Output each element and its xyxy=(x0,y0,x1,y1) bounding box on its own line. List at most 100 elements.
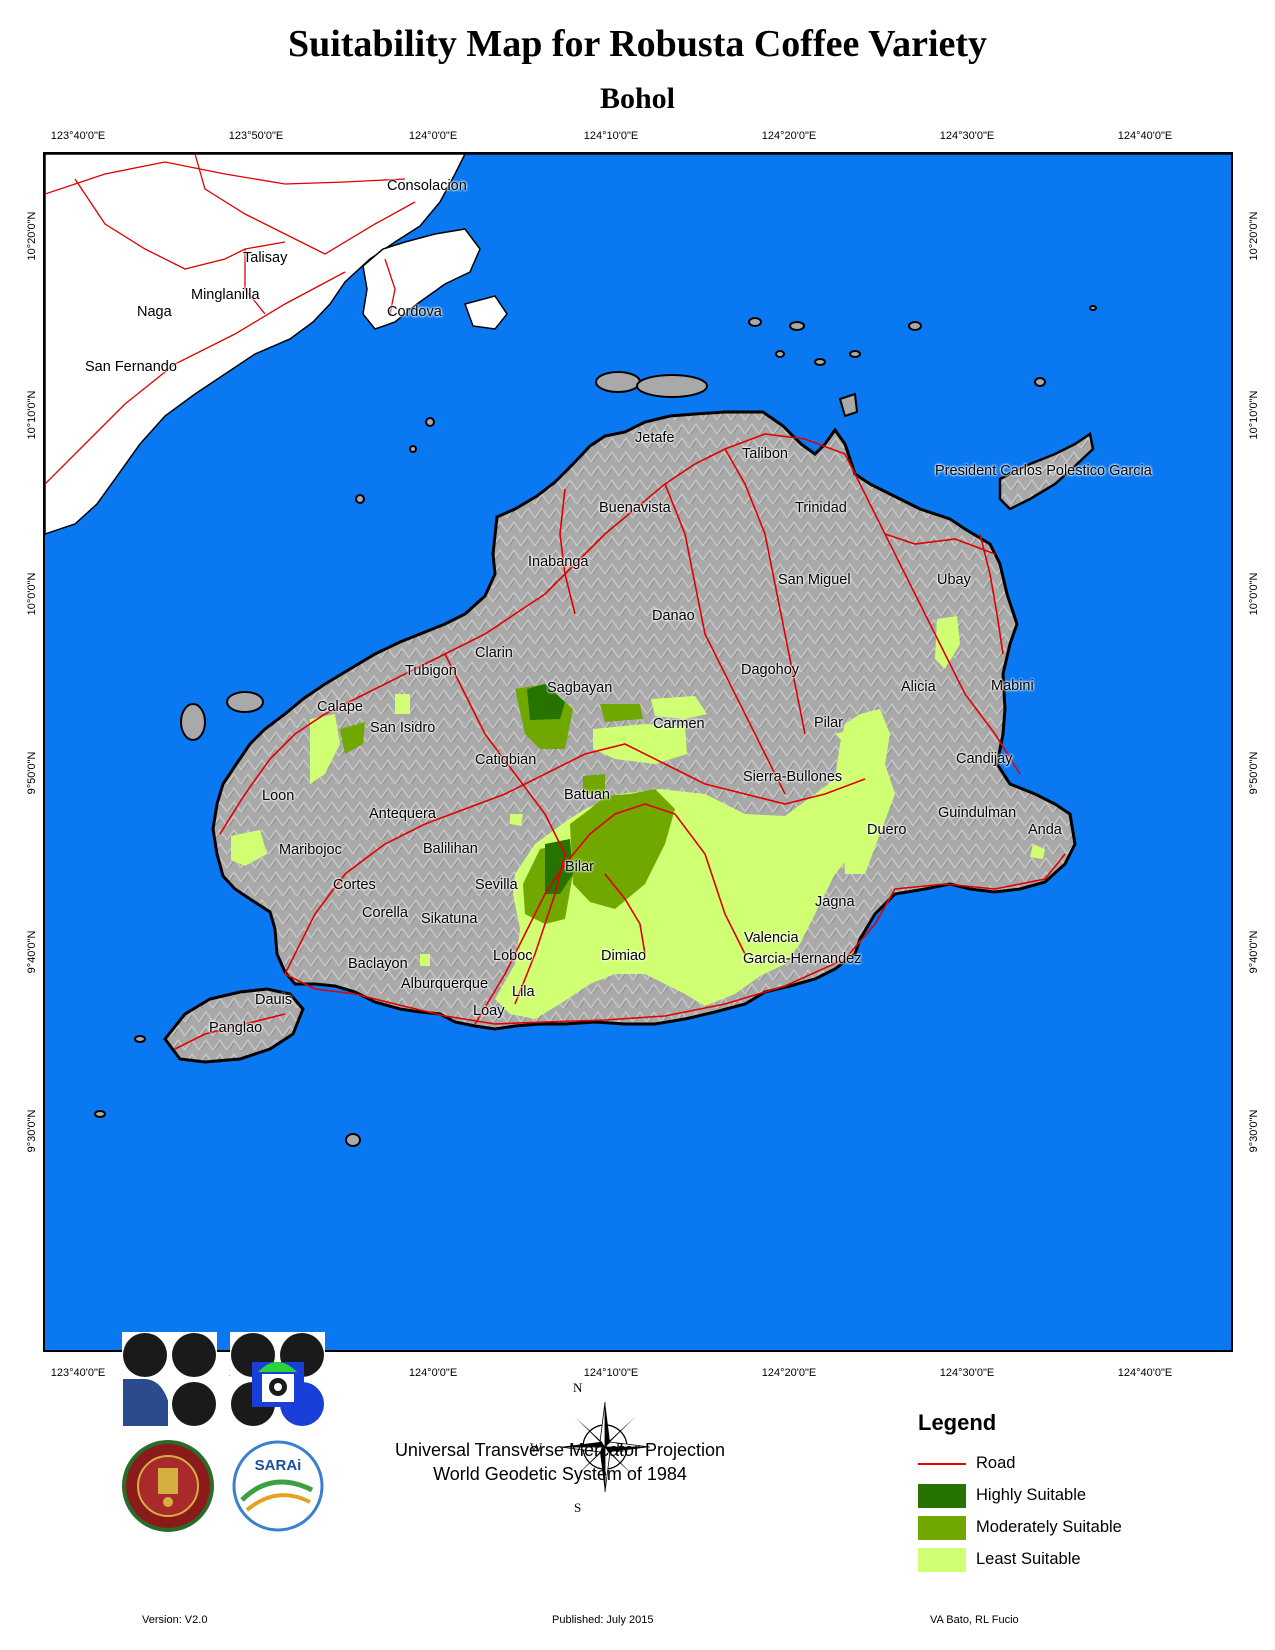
label-sierra-bullones: Sierra-Bullones xyxy=(743,769,843,785)
map-frame[interactable]: Consolacion Talisay Minglanilla Naga Cor… xyxy=(43,152,1233,1352)
legend-title: Legend xyxy=(918,1410,997,1435)
label-talibon: Talibon xyxy=(742,446,788,462)
map-title: Suitability Map for Robusta Coffee Varie… xyxy=(287,23,988,65)
label-corella: Corella xyxy=(362,905,408,921)
legend-label-road: Road xyxy=(976,1454,1016,1472)
label-trinidad: Trinidad xyxy=(795,500,847,516)
tick-bottom-3: 124°0'0"E xyxy=(408,1367,458,1379)
legend-item-moderately: Moderately Suitable xyxy=(918,1514,1218,1542)
tick-right-5: 9°40'0"N xyxy=(1248,930,1260,974)
label-sagbayan: Sagbayan xyxy=(547,680,613,696)
label-balilihan: Balilihan xyxy=(423,841,478,857)
road-line-swatch xyxy=(918,1463,966,1465)
legend-item-least: Least Suitable xyxy=(918,1546,1218,1574)
label-san-miguel: San Miguel xyxy=(778,572,851,588)
da-logo xyxy=(122,1332,217,1427)
label-pilar: Pilar xyxy=(814,715,844,731)
tick-right-3: 10°0'0"N xyxy=(1248,572,1260,616)
label-loon: Loon xyxy=(262,788,295,804)
tick-left-6: 9°30'0"N xyxy=(26,1109,38,1153)
map-subtitle: Bohol xyxy=(599,82,676,115)
label-president-garcia: President Carlos Polestico Garcia xyxy=(935,463,1152,479)
label-danao: Danao xyxy=(652,608,695,624)
label-san-fernando: San Fernando xyxy=(85,359,177,375)
moderately-suitable-swatch xyxy=(918,1516,966,1540)
label-san-isidro: San Isidro xyxy=(370,720,436,736)
label-catigbian: Catigbian xyxy=(475,752,537,768)
up-seal-logo xyxy=(118,1440,218,1532)
label-jagna: Jagna xyxy=(815,894,855,910)
label-lila: Lila xyxy=(512,984,535,1000)
label-alburquerque: Alburquerque xyxy=(401,976,489,992)
tick-bottom-5: 124°20'0"E xyxy=(761,1367,817,1379)
legend-item-road: Road xyxy=(918,1450,1218,1478)
label-baclayon: Baclayon xyxy=(348,956,408,972)
label-alicia: Alicia xyxy=(901,679,936,695)
tick-bottom-6: 124°30'0"E xyxy=(939,1367,995,1379)
label-guindulman: Guindulman xyxy=(938,805,1017,821)
label-mabini: Mabini xyxy=(991,678,1034,694)
compass-w: W xyxy=(530,1440,543,1455)
tick-bottom-4: 124°10'0"E xyxy=(583,1367,639,1379)
label-dagohoy: Dagohoy xyxy=(741,662,800,678)
legend-label-least: Least Suitable xyxy=(976,1550,1081,1568)
tick-bottom-1: 123°40'0"E xyxy=(50,1367,106,1379)
map-canvas xyxy=(45,154,1231,1147)
panglao-island xyxy=(163,987,305,1064)
sarai-logo: SARAi xyxy=(232,1440,324,1532)
tick-left-4: 9°50'0"N xyxy=(26,751,38,795)
label-sevilla: Sevilla xyxy=(475,877,518,893)
tick-right-1: 10°20'0"N xyxy=(1248,211,1260,261)
compass-rose xyxy=(550,1392,660,1502)
label-garcia-hernandez: Garcia-Hernandez xyxy=(743,951,862,967)
tick-top-1: 123°40'0"E xyxy=(50,130,106,142)
legend-label-highly: Highly Suitable xyxy=(976,1486,1087,1504)
tick-left-1: 10°20'0"N xyxy=(26,211,38,261)
projection-line-1: Universal Transverse Mercator Projection xyxy=(394,1440,726,1460)
sarai-text: SARAi xyxy=(255,1457,302,1474)
label-duero: Duero xyxy=(867,822,907,838)
label-clarin: Clarin xyxy=(475,645,513,661)
least-suitable-swatch xyxy=(918,1548,966,1572)
compass-e: E xyxy=(616,1440,624,1455)
label-tubigon: Tubigon xyxy=(405,663,457,679)
highly-suitable-swatch xyxy=(918,1484,966,1508)
label-loboc: Loboc xyxy=(493,948,533,964)
label-antequera: Antequera xyxy=(369,806,436,822)
tick-top-5: 124°20'0"E xyxy=(761,130,817,142)
label-panglao: Panglao xyxy=(209,1020,263,1036)
published-text: Published: July 2015 xyxy=(552,1614,654,1626)
label-maribojoc: Maribojoc xyxy=(279,842,342,858)
highly-suitable-areas xyxy=(527,684,573,894)
tick-right-2: 10°10'0"N xyxy=(1248,390,1260,440)
label-naga: Naga xyxy=(137,304,172,320)
projection-line-2: World Geodetic System of 1984 xyxy=(433,1464,687,1484)
label-anda: Anda xyxy=(1028,822,1062,838)
label-minglanilla: Minglanilla xyxy=(191,287,260,303)
label-buenavista: Buenavista xyxy=(599,500,671,516)
pcp-garcia-island xyxy=(998,431,1095,511)
legend-item-highly: Highly Suitable xyxy=(918,1482,1218,1510)
label-ubay: Ubay xyxy=(937,572,971,588)
label-candijay: Candijay xyxy=(956,751,1013,767)
least-suitable-areas xyxy=(231,616,1045,1019)
tick-top-4: 124°10'0"E xyxy=(583,130,639,142)
label-jetafe: Jetafe xyxy=(635,430,675,446)
label-talisay: Talisay xyxy=(243,250,288,266)
tick-top-7: 124°40'0"E xyxy=(1117,130,1173,142)
tick-left-5: 9°40'0"N xyxy=(26,930,38,974)
label-inabanga: Inabanga xyxy=(528,554,589,570)
tick-left-2: 10°10'0"N xyxy=(26,390,38,440)
legend-label-moderately: Moderately Suitable xyxy=(976,1518,1122,1536)
label-calape: Calape xyxy=(317,699,363,715)
tick-right-6: 9°30'0"N xyxy=(1248,1109,1260,1153)
dost-logo xyxy=(230,1332,325,1427)
version-text: Version: V2.0 xyxy=(142,1614,208,1626)
roads xyxy=(174,433,1066,1050)
cebu-landmass xyxy=(45,154,1231,535)
label-cortes: Cortes xyxy=(333,877,376,893)
compass-s: S xyxy=(574,1500,582,1515)
tick-top-3: 124°0'0"E xyxy=(408,130,458,142)
tick-left-3: 10°0'0"N xyxy=(26,572,38,616)
authors-text: VA Bato, RL Fucio xyxy=(930,1614,1019,1626)
